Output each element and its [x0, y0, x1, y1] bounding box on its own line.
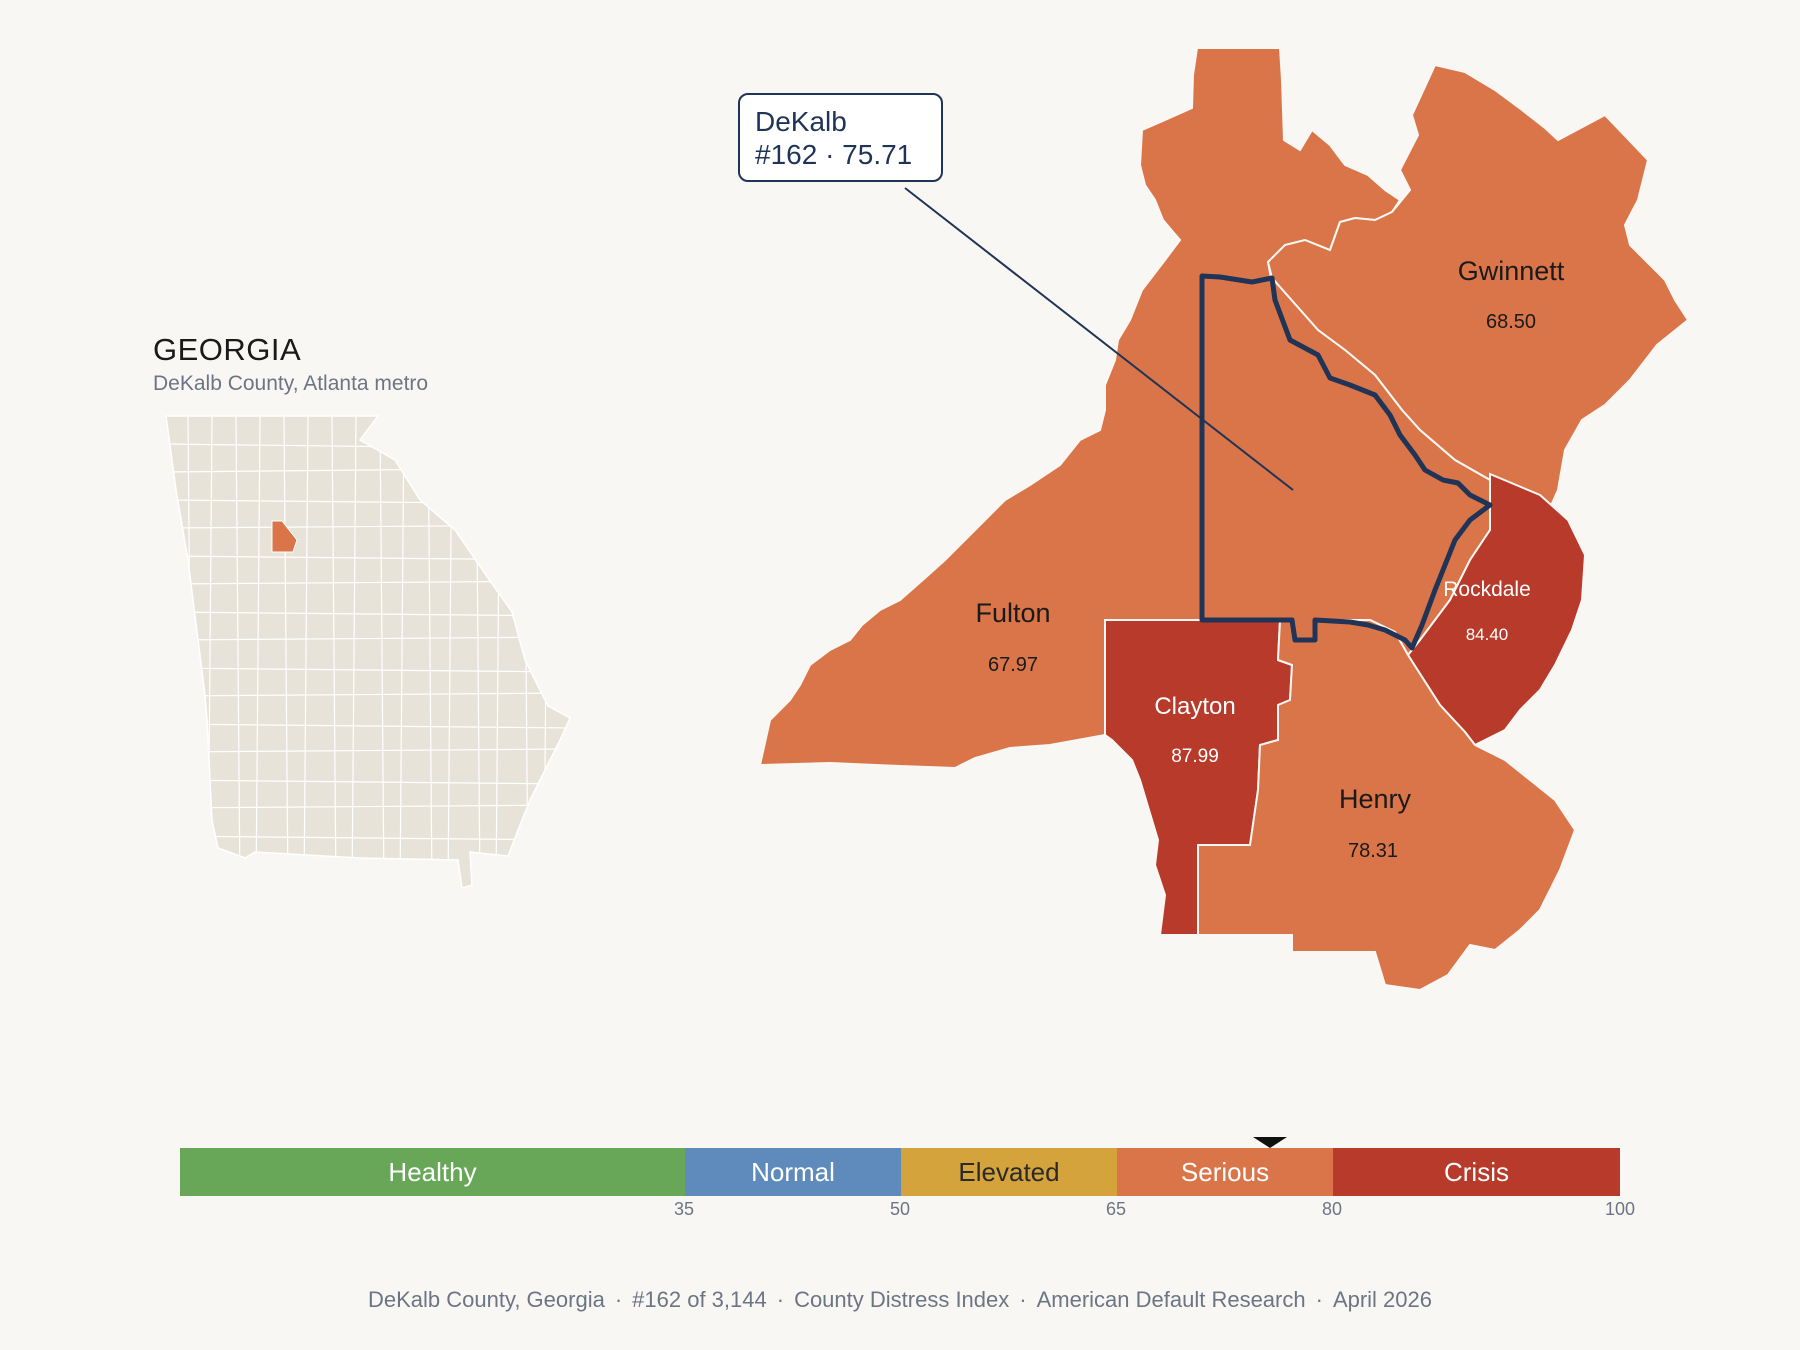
callout-county-name: DeKalb [755, 106, 847, 137]
inset-state-title: GEORGIA [153, 332, 302, 367]
county-score-clayton: 87.99 [1171, 746, 1219, 767]
footer-separator: · [1315, 1287, 1323, 1312]
county-label-gwinnett: Gwinnett [1458, 256, 1565, 286]
scale-segment-serious: Serious [1117, 1148, 1333, 1196]
dekalb-outline [1199, 273, 1493, 651]
footer-separator: · [1019, 1287, 1027, 1312]
scale-tick-50: 50 [889, 1199, 911, 1219]
footer-separator: · [614, 1287, 623, 1312]
score-marker [1253, 1137, 1287, 1148]
county-score-rockdale: 84.40 [1466, 625, 1509, 644]
county-score-henry: 78.31 [1348, 840, 1398, 862]
scale-tick-35: 35 [673, 1199, 695, 1219]
footer-rank: #162 of 3,144 [632, 1287, 767, 1312]
scale-segment-normal: Normal [685, 1148, 901, 1196]
callout-rank-score: #162 · 75.71 [755, 139, 913, 170]
scale-tick-65: 65 [1105, 1199, 1127, 1219]
footer-source: American Default Research [1036, 1287, 1306, 1312]
county-score-fulton: 67.97 [988, 654, 1038, 676]
georgia-inset-map [165, 415, 571, 889]
footer-separator: · [776, 1287, 785, 1312]
georgia-inset-dekalb [271, 520, 298, 553]
scale-segment-crisis: Crisis [1333, 1148, 1620, 1196]
callout-leader-line [904, 187, 1294, 491]
county-label-fulton: Fulton [975, 598, 1050, 628]
scale-segment-elevated: Elevated [901, 1148, 1117, 1196]
county-score-gwinnett: 68.50 [1486, 311, 1536, 333]
footer-caption: DeKalb County, Georgia · #162 of 3,144 · Cou… [0, 1287, 1800, 1313]
county-rockdale[interactable] [1406, 472, 1587, 747]
county-label-rockdale: Rockdale [1443, 578, 1531, 601]
county-label-henry: Henry [1339, 784, 1412, 814]
county-label-clayton: Clayton [1154, 693, 1235, 720]
inset-subtitle: DeKalb County, Atlanta metro [153, 372, 429, 395]
distress-scale: Healthy Normal Elevated Serious Crisis [180, 1148, 1620, 1196]
scale-tick-100: 100 [1604, 1199, 1636, 1219]
focus-callout: DeKalb #162 · 75.71 [738, 93, 943, 182]
georgia-outline [165, 415, 571, 889]
footer-place: DeKalb County, Georgia [367, 1287, 605, 1312]
footer-date: April 2026 [1332, 1287, 1433, 1312]
scale-segment-healthy: Healthy [180, 1148, 685, 1196]
footer-index: County Distress Index [794, 1287, 1010, 1312]
scale-tick-80: 80 [1321, 1199, 1343, 1219]
